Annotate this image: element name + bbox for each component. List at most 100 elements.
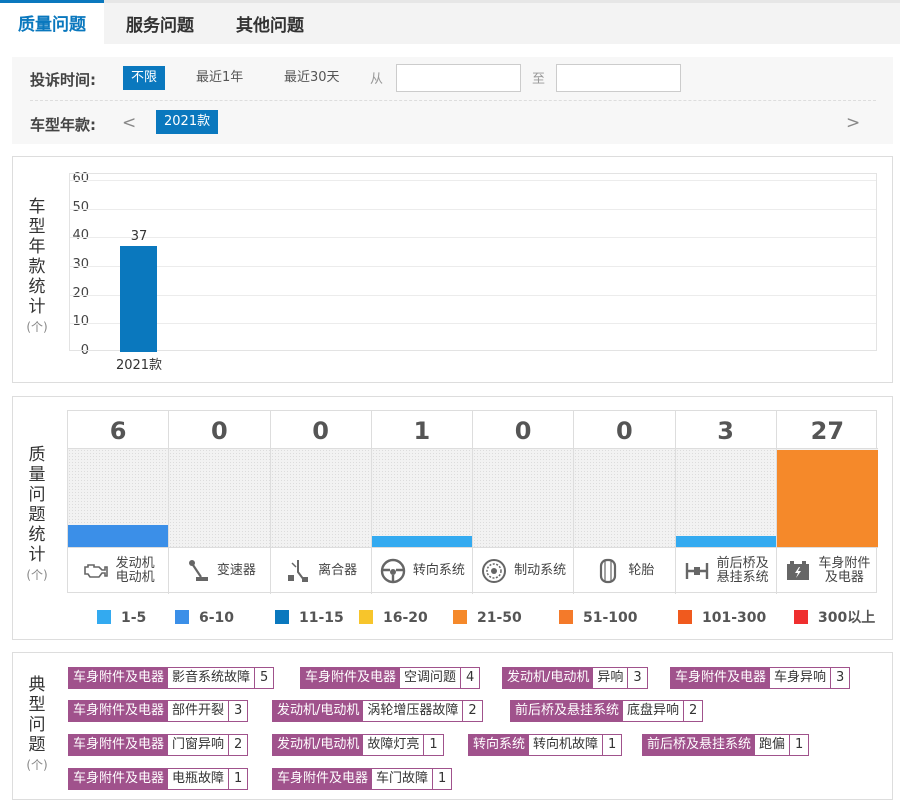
issue-category: 车身附件及电器 bbox=[69, 668, 169, 688]
quality-count: 0 bbox=[169, 411, 270, 449]
y-tick-label: 50 bbox=[72, 199, 89, 215]
legend-label: 101-300 bbox=[702, 610, 767, 626]
typical-issue-tag[interactable]: 前后桥及悬挂系统 底盘异响 2 bbox=[510, 700, 704, 722]
quality-category-2[interactable]: 0 离合器 bbox=[270, 411, 372, 594]
quality-fill-area bbox=[371, 449, 472, 547]
quality-fill-area bbox=[473, 449, 574, 547]
typical-issue-tag[interactable]: 车身附件及电器 影音系统故障 5 bbox=[68, 667, 275, 689]
time-option-1year[interactable]: 最近1年 bbox=[196, 70, 244, 85]
quality-fill-area bbox=[574, 449, 675, 547]
quality-count: 1 bbox=[371, 411, 472, 449]
quality-category-name: 前后桥及 悬挂系统 bbox=[675, 547, 776, 594]
date-to-input[interactable] bbox=[556, 64, 681, 92]
gear-shift-icon bbox=[183, 557, 211, 585]
issue-name: 故障灯亮 bbox=[363, 735, 425, 755]
typical-issue-tag[interactable]: 发动机/电动机 故障灯亮 1 bbox=[272, 734, 444, 756]
issue-category: 车身附件及电器 bbox=[671, 668, 771, 688]
quality-category-3[interactable]: 1 转向系统 bbox=[371, 411, 473, 594]
quality-fill-area bbox=[675, 449, 776, 547]
y-tick-label: 30 bbox=[72, 257, 89, 272]
typical-issue-tag[interactable]: 发动机/电动机 涡轮增压器故障 2 bbox=[272, 700, 483, 722]
quality-bar bbox=[776, 449, 878, 547]
quality-category-name: 轮胎 bbox=[574, 547, 675, 594]
quality-count: 0 bbox=[574, 411, 675, 449]
year-filter-label: 车型年款: bbox=[30, 116, 96, 134]
issue-count: 3 bbox=[628, 668, 647, 688]
typical-issue-tag[interactable]: 车身附件及电器 门窗异响 2 bbox=[68, 734, 249, 756]
from-label: 从 bbox=[370, 72, 384, 87]
issue-name: 空调问题 bbox=[400, 668, 462, 688]
battery-icon bbox=[784, 557, 812, 585]
typical-issue-tag[interactable]: 前后桥及悬挂系统 跑偏 1 bbox=[642, 734, 810, 756]
issue-name: 部件开裂 bbox=[168, 701, 230, 721]
issue-name: 车身异响 bbox=[770, 668, 832, 688]
quality-bar bbox=[675, 536, 776, 547]
tab-bar: 质量问题 服务问题 其他问题 bbox=[0, 0, 900, 47]
issue-count: 4 bbox=[461, 668, 480, 688]
typical-issue-tag[interactable]: 车身附件及电器 电瓶故障 1 bbox=[68, 768, 249, 790]
legend-swatch bbox=[275, 610, 289, 624]
typical-issue-tag[interactable]: 发动机/电动机 异响 3 bbox=[502, 667, 648, 689]
typical-issue-tag[interactable]: 车身附件及电器 空调问题 4 bbox=[300, 667, 481, 689]
issue-count: 1 bbox=[603, 735, 622, 755]
issue-count: 1 bbox=[424, 735, 443, 755]
issue-category: 车身附件及电器 bbox=[69, 735, 169, 755]
issue-category: 发动机/电动机 bbox=[273, 735, 364, 755]
issue-count: 2 bbox=[229, 735, 248, 755]
quality-category-label: 前后桥及 悬挂系统 bbox=[716, 556, 769, 585]
typical-issue-tag[interactable]: 车身附件及电器 车门故障 1 bbox=[272, 768, 453, 790]
year-stats-panel: 车型年款统计 (个) 0 10 20 30 40 50 60 37 2021款 bbox=[12, 156, 893, 383]
quality-category-name: 变速器 bbox=[169, 547, 270, 594]
quality-stats-unit: (个) bbox=[26, 568, 48, 582]
tab-service[interactable]: 服务问题 bbox=[126, 16, 194, 36]
issue-count: 1 bbox=[433, 769, 452, 789]
issue-count: 3 bbox=[831, 668, 850, 688]
bar-2021款[interactable] bbox=[120, 245, 157, 352]
issue-name: 跑偏 bbox=[755, 735, 791, 755]
legend-item: 6-10 bbox=[175, 609, 234, 627]
date-from-input[interactable] bbox=[396, 64, 521, 92]
quality-category-1[interactable]: 0 变速器 bbox=[169, 411, 271, 594]
quality-category-name: 转向系统 bbox=[371, 547, 472, 594]
time-option-all[interactable]: 不限 bbox=[123, 66, 166, 90]
legend-swatch bbox=[794, 610, 808, 624]
filter-panel: 投诉时间: 不限 最近1年 最近30天 从 至 车型年款: < 2021款 > bbox=[12, 57, 893, 144]
grid-line bbox=[70, 323, 876, 325]
x-tick-label: 2021款 bbox=[115, 358, 163, 373]
quality-category-name: 制动系统 bbox=[473, 547, 574, 594]
time-option-30days[interactable]: 最近30天 bbox=[284, 70, 340, 85]
quality-legend: 1-5 6-10 11-15 16-20 21-50 51-100 101-300 300以上 bbox=[97, 609, 877, 629]
quality-category-4[interactable]: 0 制动系统 bbox=[473, 411, 575, 594]
suspension-icon bbox=[683, 557, 711, 585]
typical-issue-tag[interactable]: 车身附件及电器 车身异响 3 bbox=[670, 667, 851, 689]
clutch-pedal-icon bbox=[284, 557, 312, 585]
quality-category-7[interactable]: 27 车身附件 及电器 bbox=[776, 411, 878, 594]
legend-swatch bbox=[97, 610, 111, 624]
year-prev-arrow[interactable]: < bbox=[122, 113, 137, 133]
issue-name: 门窗异响 bbox=[168, 735, 230, 755]
typical-issue-tag[interactable]: 转向系统 转向机故障 1 bbox=[468, 734, 623, 756]
legend-item: 21-50 bbox=[453, 609, 522, 627]
quality-bar bbox=[371, 536, 472, 547]
legend-swatch bbox=[359, 610, 373, 624]
typical-issues-title: 典型问题 bbox=[28, 675, 46, 755]
quality-grid: 6 发动机 电动机 0 变速器 0 离合器 1 转向系统 0 制动系统 0 轮胎 3 前后桥及 悬挂系统 27 车… bbox=[67, 410, 878, 594]
tab-quality[interactable]: 质量问题 bbox=[0, 0, 104, 47]
quality-category-6[interactable]: 3 前后桥及 悬挂系统 bbox=[675, 411, 777, 594]
legend-swatch bbox=[175, 610, 189, 624]
quality-category-label: 轮胎 bbox=[628, 563, 655, 578]
quality-category-5[interactable]: 0 轮胎 bbox=[574, 411, 676, 594]
year-option-2021[interactable]: 2021款 bbox=[156, 110, 219, 134]
typical-issue-tag[interactable]: 车身附件及电器 部件开裂 3 bbox=[68, 700, 249, 722]
legend-label: 51-100 bbox=[583, 610, 638, 626]
bar-value-label: 37 bbox=[130, 228, 148, 244]
issue-name: 底盘异响 bbox=[623, 701, 685, 721]
quality-count: 3 bbox=[675, 411, 776, 449]
year-bar-chart: 37 2021款 bbox=[69, 173, 877, 373]
tab-other[interactable]: 其他问题 bbox=[236, 16, 304, 36]
quality-stats-title: 质量问题统计 bbox=[28, 445, 46, 565]
year-next-arrow[interactable]: > bbox=[846, 113, 861, 133]
quality-category-label: 转向系统 bbox=[412, 563, 465, 578]
quality-fill-area bbox=[776, 449, 878, 547]
quality-category-0[interactable]: 6 发动机 电动机 bbox=[68, 411, 170, 594]
